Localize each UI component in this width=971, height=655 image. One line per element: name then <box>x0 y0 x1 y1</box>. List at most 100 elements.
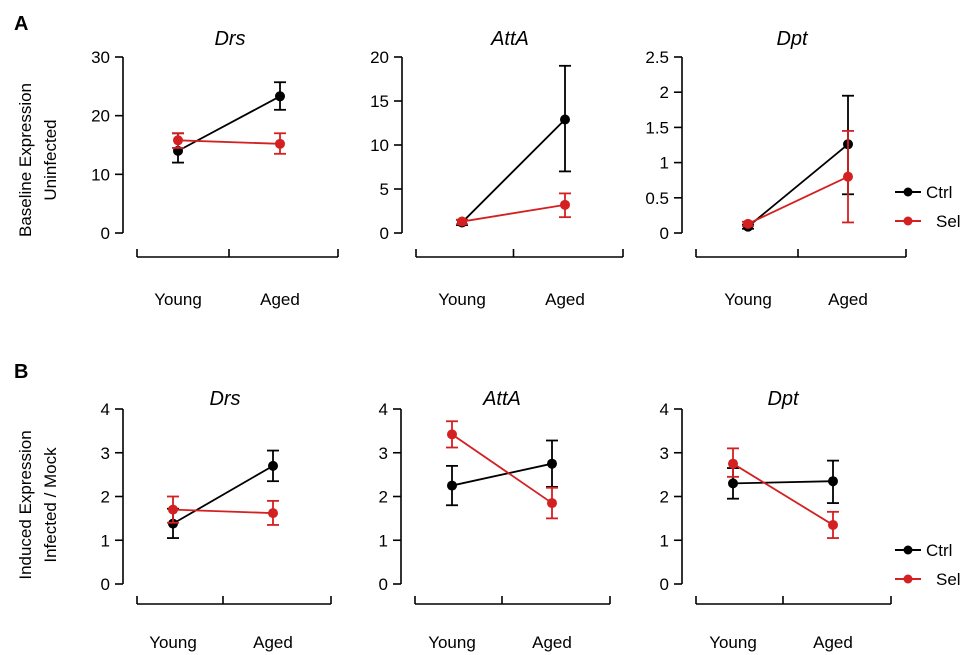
x-tick-label: Aged <box>532 633 572 652</box>
series-line <box>747 143 849 228</box>
y-tick-label: 1 <box>660 531 669 550</box>
x-tick-label: Aged <box>545 290 585 309</box>
y-tick-label: 20 <box>91 107 110 126</box>
chart-title: Drs <box>214 28 245 50</box>
legend-sel-marker <box>903 216 913 226</box>
y-tick-label: 4 <box>660 400 669 419</box>
data-point <box>728 478 738 489</box>
chart-panel-3: Dpt 0 0.5 1 1.5 2 2.5 Young Aged <box>645 28 907 309</box>
x-tick-label: Young <box>149 633 197 652</box>
legend-ctrl-label: Ctrl <box>926 541 952 560</box>
y-tick-label: 0 <box>660 224 669 243</box>
chart-title: AttA <box>490 28 529 50</box>
legend-ctrl-label: Ctrl <box>926 183 952 202</box>
series-line <box>172 465 274 525</box>
y-tick-label: 15 <box>370 92 389 111</box>
chart-title: AttA <box>482 388 521 410</box>
series-line <box>461 203 566 223</box>
data-point <box>843 171 853 182</box>
data-point <box>447 480 457 491</box>
y-tick-label: 0 <box>660 575 669 594</box>
series-line <box>732 480 834 485</box>
series-line <box>451 433 553 504</box>
x-tick-label: Young <box>154 290 202 309</box>
x-tick-label: Aged <box>260 290 300 309</box>
y-tick-label: 20 <box>370 48 389 67</box>
chart-panel-2: AttA 0 5 10 15 20 Young Aged <box>370 28 624 309</box>
data-point <box>828 476 838 487</box>
y-tick-label: 5 <box>380 180 389 199</box>
series-line <box>747 175 849 225</box>
y-tick-label: 4 <box>101 400 110 419</box>
data-point <box>828 519 838 530</box>
legend-ctrl-marker <box>903 545 913 555</box>
legend-row-b: Ctrl Sel <box>895 541 961 589</box>
data-point <box>547 498 557 509</box>
data-point <box>275 138 285 149</box>
data-point <box>268 508 278 519</box>
legend-ctrl-marker <box>903 187 913 197</box>
x-tick-label: Aged <box>828 290 868 309</box>
y-tick-label: 1 <box>101 531 110 550</box>
chart-title: Drs <box>209 388 240 410</box>
chart-title: Dpt <box>776 28 809 50</box>
chart-panel-4: Drs 0 1 2 3 4 Young Aged <box>101 388 332 652</box>
data-point <box>547 458 557 469</box>
data-point <box>275 91 285 102</box>
data-point <box>560 114 570 125</box>
data-point <box>168 504 178 515</box>
x-tick-label: Aged <box>813 633 853 652</box>
data-point <box>743 218 753 229</box>
y-tick-label: 3 <box>660 444 669 463</box>
series-line <box>461 118 566 224</box>
y-tick-label: 30 <box>91 48 110 67</box>
chart-title: Dpt <box>767 388 800 410</box>
y-tick-label: 1.5 <box>645 118 669 137</box>
y-tick-label: 2.5 <box>645 48 669 67</box>
series-line <box>451 462 553 487</box>
y-tick-label: 3 <box>379 444 388 463</box>
data-point <box>268 460 278 471</box>
y-tick-label: 2 <box>101 488 110 507</box>
panel-label-b: B <box>14 361 28 383</box>
y-tick-label: 2 <box>660 488 669 507</box>
y-tick-label: 0 <box>101 575 110 594</box>
x-tick-label: Young <box>724 290 772 309</box>
legend-sel-label: Sel <box>936 212 961 231</box>
legend-sel-label: Sel <box>936 570 961 589</box>
x-tick-label: Young <box>438 290 486 309</box>
chart-panel-5: AttA 0 1 2 3 4 Young Aged <box>379 388 611 652</box>
series-line <box>732 462 834 526</box>
y-tick-label: 10 <box>370 136 389 155</box>
x-tick-label: Young <box>428 633 476 652</box>
data-point <box>728 458 738 469</box>
chart-panel-6: Dpt 0 1 2 3 4 Young Aged <box>660 388 892 652</box>
y-tick-label: 2 <box>660 83 669 102</box>
y-tick-label: 10 <box>91 165 110 184</box>
y-tick-label: 0 <box>379 575 388 594</box>
y-tick-label: 0.5 <box>645 189 669 208</box>
row-a-ylabel-line1: Baseline Expression <box>16 83 35 237</box>
y-tick-label: 3 <box>101 444 110 463</box>
y-tick-label: 1 <box>660 154 669 173</box>
y-tick-label: 4 <box>379 400 388 419</box>
legend-sel-marker <box>903 574 913 584</box>
data-point <box>173 135 183 146</box>
data-point <box>457 216 467 227</box>
chart-panel-1: Drs 0 10 20 30 Young Aged <box>91 28 339 309</box>
x-tick-label: Aged <box>253 633 293 652</box>
series-line <box>172 508 274 515</box>
series-line <box>177 139 281 145</box>
legend-row-a: Ctrl Sel <box>895 183 961 231</box>
row-b-ylabel-line1: Induced Expression <box>16 430 35 579</box>
data-point <box>560 199 570 210</box>
x-tick-label: Young <box>709 633 757 652</box>
y-tick-label: 1 <box>379 531 388 550</box>
y-tick-label: 2 <box>379 488 388 507</box>
panel-label-a: A <box>14 13 28 35</box>
y-tick-label: 0 <box>380 224 389 243</box>
row-b-ylabel-line2: Infected / Mock <box>41 447 60 563</box>
row-a-ylabel-line2: Uninfected <box>41 119 60 200</box>
